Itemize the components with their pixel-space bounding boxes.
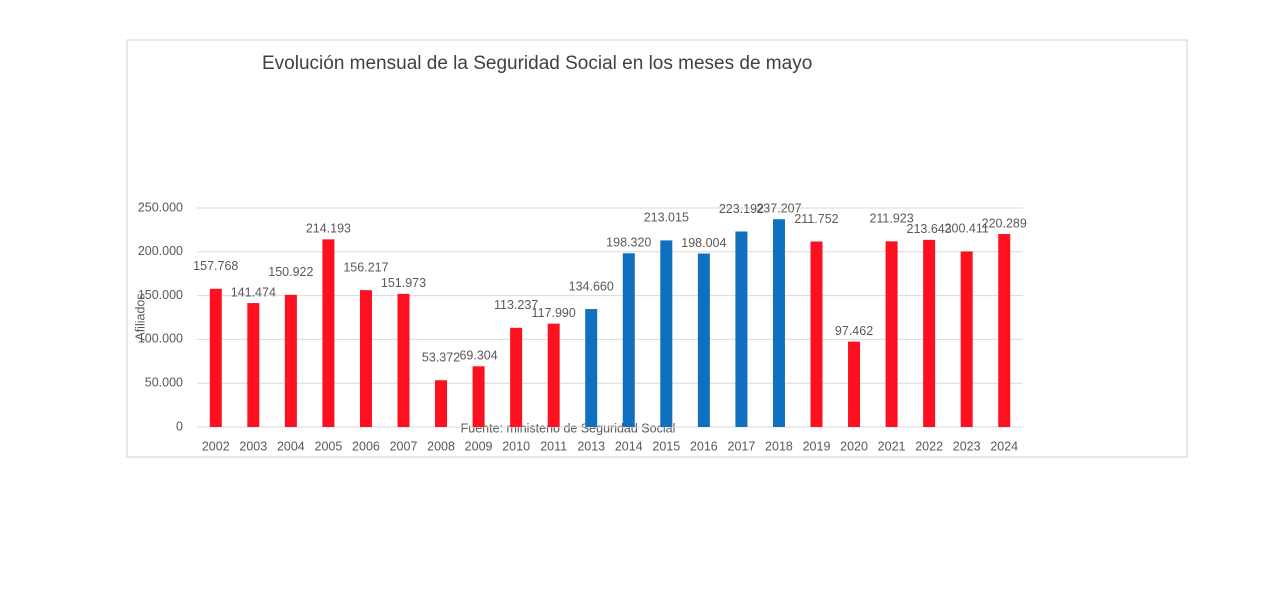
data-label: 113.237 bbox=[494, 298, 538, 312]
bar bbox=[660, 240, 673, 427]
data-label: 220.289 bbox=[982, 216, 1027, 230]
x-tick-label: 2013 bbox=[577, 439, 605, 453]
x-tick-label: 2014 bbox=[615, 439, 643, 453]
y-tick-label: 0 bbox=[176, 419, 183, 433]
data-label: 134.660 bbox=[569, 279, 614, 293]
y-tick-label: 50.000 bbox=[145, 375, 183, 389]
bar bbox=[960, 251, 973, 427]
data-label: 211.752 bbox=[794, 212, 838, 226]
bar bbox=[848, 341, 861, 427]
x-tick-label: 2008 bbox=[427, 439, 455, 453]
data-label: 53.372 bbox=[422, 351, 460, 365]
chart-title: Evolución mensual de la Seguridad Social… bbox=[262, 53, 812, 74]
x-tick-label: 2003 bbox=[239, 439, 267, 453]
x-tick-label: 2015 bbox=[652, 439, 680, 453]
bar bbox=[810, 241, 823, 427]
data-label: 213.015 bbox=[644, 211, 689, 225]
data-label: 213.643 bbox=[907, 222, 952, 236]
x-tick-label: 2007 bbox=[390, 439, 418, 453]
bar bbox=[885, 241, 898, 427]
bar bbox=[622, 253, 635, 427]
x-tick-label: 2023 bbox=[953, 439, 981, 453]
x-tick-label: 2005 bbox=[315, 439, 343, 453]
bar bbox=[697, 253, 710, 427]
bar bbox=[472, 366, 485, 427]
y-axis-label: Afiliados bbox=[133, 293, 147, 340]
bar bbox=[209, 288, 222, 427]
data-label: 156.217 bbox=[343, 260, 388, 274]
bar bbox=[923, 239, 936, 427]
y-tick-label: 200.000 bbox=[138, 244, 183, 258]
bar bbox=[359, 290, 372, 427]
data-label: 141.474 bbox=[231, 285, 276, 299]
bar bbox=[322, 239, 335, 427]
source: Fuente: ministerio de Seguridad Social bbox=[461, 421, 676, 435]
x-tick-label: 2019 bbox=[803, 439, 831, 453]
x-tick-label: 2024 bbox=[990, 439, 1018, 453]
x-tick-label: 2017 bbox=[728, 439, 756, 453]
x-tick-label: 2009 bbox=[465, 439, 493, 453]
x-tick-label: 2020 bbox=[840, 439, 868, 453]
y-tick-label: 250.000 bbox=[138, 200, 183, 214]
bar bbox=[435, 380, 448, 427]
x-tick-label: 2018 bbox=[765, 439, 793, 453]
x-tick-label: 2006 bbox=[352, 439, 380, 453]
x-tick-label: 2016 bbox=[690, 439, 718, 453]
bar bbox=[397, 293, 410, 427]
x-tick-label: 2004 bbox=[277, 439, 305, 453]
data-label: 69.304 bbox=[459, 349, 497, 363]
bar bbox=[735, 231, 748, 427]
data-label: 200.411 bbox=[945, 222, 989, 236]
data-label: 157.768 bbox=[193, 259, 238, 273]
data-label: 198.320 bbox=[606, 236, 651, 250]
data-label: 117.990 bbox=[532, 306, 576, 320]
data-label: 214.193 bbox=[306, 222, 351, 236]
x-tick-label: 2002 bbox=[202, 439, 230, 453]
data-label: 237.207 bbox=[756, 202, 801, 216]
bar bbox=[510, 327, 523, 427]
x-tick-label: 2021 bbox=[878, 439, 906, 453]
bar bbox=[998, 234, 1011, 427]
bar bbox=[247, 303, 260, 427]
bar bbox=[585, 309, 598, 427]
y-tick-label: 100.000 bbox=[138, 332, 183, 346]
bar bbox=[772, 219, 785, 427]
data-label: 150.922 bbox=[268, 265, 313, 279]
bar bbox=[284, 294, 297, 427]
bar bbox=[547, 323, 560, 427]
x-tick-label: 2010 bbox=[502, 439, 530, 453]
x-tick-label: 2011 bbox=[540, 439, 567, 453]
data-label: 223.192 bbox=[719, 202, 764, 216]
chart-frame bbox=[126, 39, 1188, 458]
data-label: 97.462 bbox=[835, 324, 873, 338]
data-label: 198.004 bbox=[681, 236, 726, 250]
data-label: 211.923 bbox=[869, 212, 913, 226]
data-label: 151.973 bbox=[381, 276, 426, 290]
y-tick-label: 150.000 bbox=[138, 288, 183, 302]
x-tick-label: 2022 bbox=[915, 439, 943, 453]
